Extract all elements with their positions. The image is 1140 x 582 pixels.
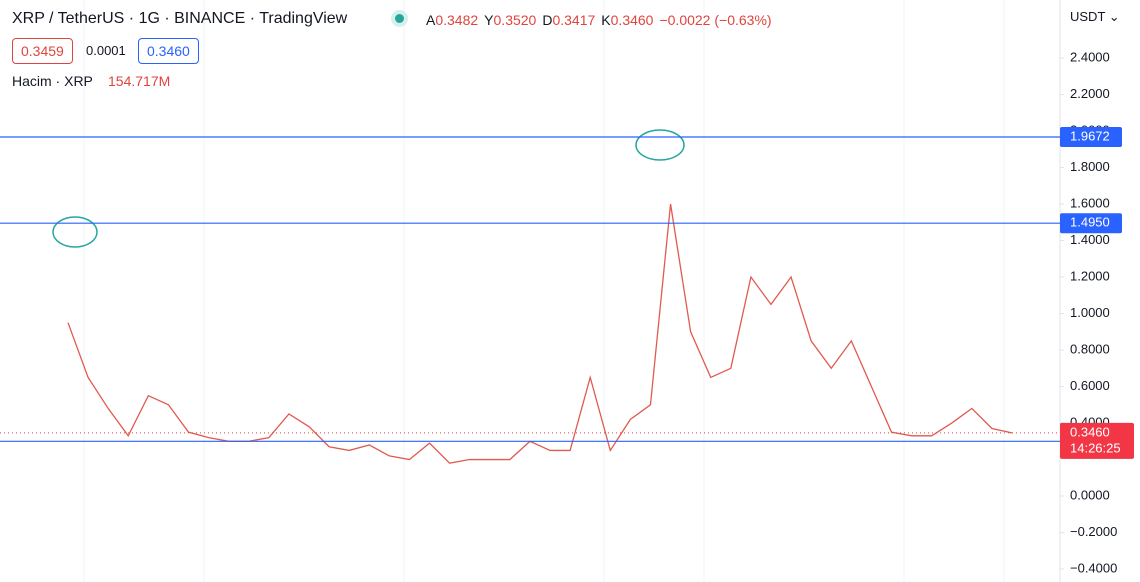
y-tick-label: 1.6000 xyxy=(1070,195,1110,210)
y-tick-label: 1.0000 xyxy=(1070,305,1110,320)
countdown: 14:26:25 xyxy=(1070,440,1121,455)
y-tick-label: 0.8000 xyxy=(1070,341,1110,356)
drawing-circle xyxy=(52,216,98,248)
ohlc: A0.3482 Y0.3520 D0.3417 K0.3460 −0.0022 (−0.… xyxy=(426,12,772,28)
y-tick-label: 2.4000 xyxy=(1070,49,1110,64)
currency-selector[interactable]: USDT ⌄ xyxy=(1070,9,1120,24)
ohlc-value: 0.3520 xyxy=(493,12,537,28)
status-dot xyxy=(395,14,404,23)
y-tick-label: 0.6000 xyxy=(1070,378,1110,393)
ohlc-value: 0.3417 xyxy=(552,12,596,28)
y-tick-label: −0.2000 xyxy=(1070,524,1117,539)
volume-label: Hacim · XRP xyxy=(12,73,93,89)
volume-value: 154.717M xyxy=(108,73,171,89)
ohlc-key: D xyxy=(542,12,553,28)
last-price-bg xyxy=(1060,422,1134,459)
ohlc-value: 0.3460 xyxy=(610,12,654,28)
ask-button[interactable]: 0.3460 xyxy=(138,38,199,64)
level-label: 1.9672 xyxy=(1070,128,1110,143)
y-tick-label: 1.2000 xyxy=(1070,268,1110,283)
grid-vertical xyxy=(83,0,1005,582)
ohlc-value: 0.3482 xyxy=(435,12,479,28)
level-label-bg xyxy=(1060,213,1122,234)
y-tick-label: 0.0000 xyxy=(1070,487,1110,502)
ohlc-key: Y xyxy=(484,12,494,28)
ohlc-key: A xyxy=(426,12,436,28)
y-tick-label: 2.2000 xyxy=(1070,86,1110,101)
symbol-title[interactable]: XRP / TetherUS · 1G · BINANCE · TradingV… xyxy=(12,10,348,27)
ohlc-key: K xyxy=(601,12,611,28)
y-tick-label: 1.8000 xyxy=(1070,159,1110,174)
price-line xyxy=(67,203,1013,464)
level-label-bg xyxy=(1060,127,1122,148)
currency: USDT xyxy=(1070,9,1106,24)
change: −0.0022 (−0.63%) xyxy=(659,12,772,28)
y-tick-label: 1.4000 xyxy=(1070,232,1110,247)
drawing-circle xyxy=(635,129,685,161)
last-price-label: 0.3460 xyxy=(1070,424,1110,439)
spread: 0.0001 xyxy=(86,43,126,58)
y-tick-label: −0.4000 xyxy=(1070,560,1117,575)
level-label: 1.4950 xyxy=(1070,215,1110,230)
bid-button[interactable]: 0.3459 xyxy=(12,38,73,64)
